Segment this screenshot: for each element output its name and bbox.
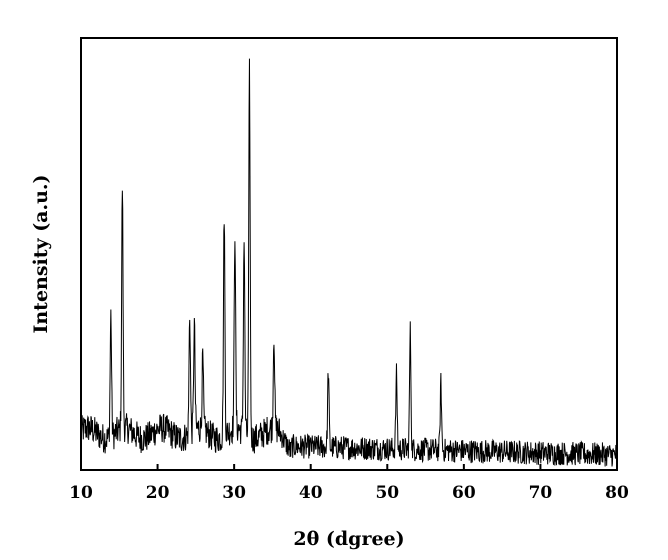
xrd-pattern-line <box>81 59 617 467</box>
y-axis-title: Intensity (a.u.) <box>30 174 52 333</box>
x-tick-label: 20 <box>146 483 170 503</box>
x-tick-label: 80 <box>605 483 629 503</box>
x-tick-label: 40 <box>299 483 323 503</box>
x-tick-label: 70 <box>529 483 553 503</box>
x-tick-label: 50 <box>375 483 399 503</box>
x-tick-label: 30 <box>222 483 246 503</box>
x-tick-label: 10 <box>69 483 93 503</box>
plot-frame <box>81 38 617 470</box>
x-axis-title: 2θ (dgree) <box>293 528 404 550</box>
x-tick-label: 60 <box>452 483 476 503</box>
series-group <box>81 59 617 467</box>
